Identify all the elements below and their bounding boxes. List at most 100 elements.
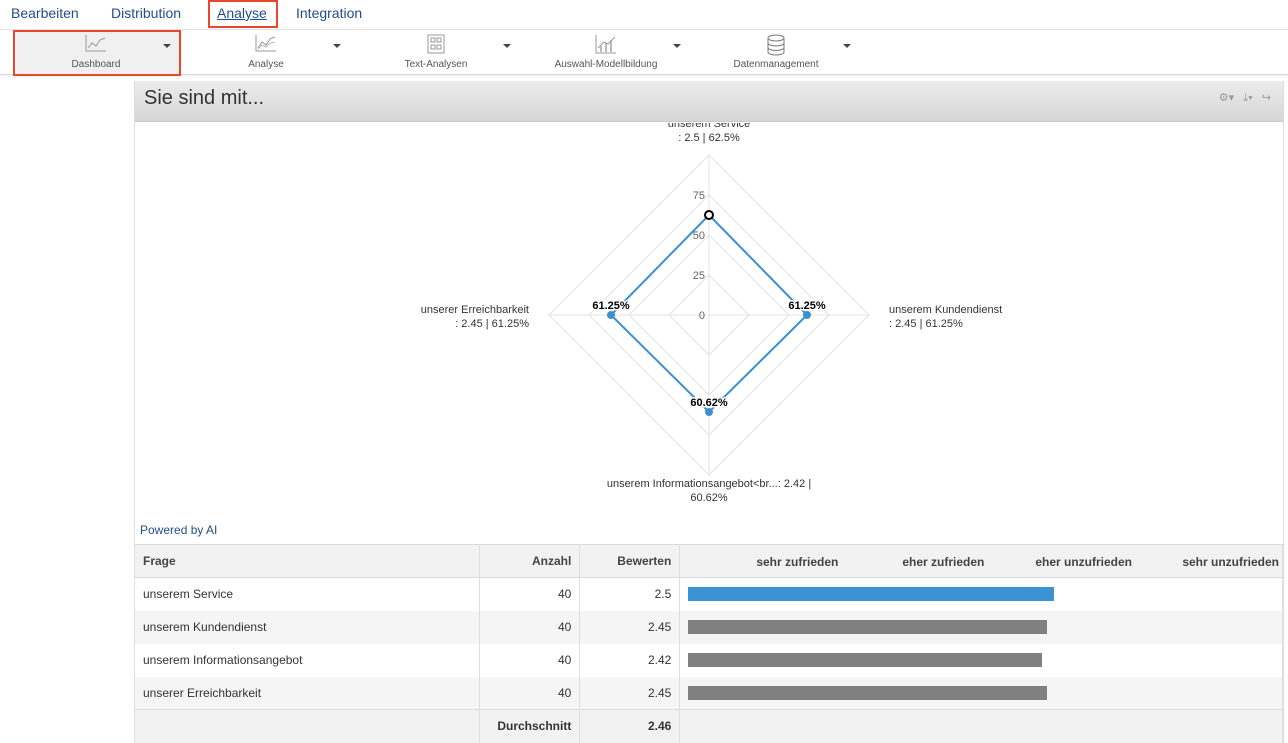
panel-header-actions: ⚙▾ ⤓▾ ↪	[1213, 91, 1271, 105]
cell-anzahl: 40	[479, 643, 581, 677]
toolbar-auswahl-modellbildung[interactable]: Auswahl-Modellbildung	[526, 30, 686, 74]
radar-axis-labels: unserem Service : 2.5 | 62.5% unserem Kund…	[421, 123, 1002, 504]
cell-bar	[679, 676, 1283, 710]
cell-bewerten: 2.42	[579, 643, 681, 677]
toolbar-text-analysen[interactable]: Text-Analysen	[356, 30, 516, 74]
top-menu-bar: Bearbeiten Distribution Analyse Integrat…	[0, 0, 1288, 30]
radar-series	[607, 210, 811, 416]
results-table: Frage Anzahl Bewerten sehr zufrieden ehe…	[135, 544, 1283, 743]
rating-bar	[688, 652, 1043, 667]
tick-label: 0	[699, 310, 705, 322]
footer-label: Durchschnitt	[479, 709, 581, 743]
menu-distribution[interactable]: Distribution	[111, 5, 182, 21]
axis-label-value: : 2.45 | 61.25%	[889, 318, 963, 330]
rating-bar	[688, 587, 1054, 601]
cell-anzahl: 40	[479, 610, 581, 644]
cell-bewerten: 2.45	[579, 610, 681, 644]
data-label: 61.25%	[592, 300, 630, 312]
header-frage[interactable]: Frage	[135, 544, 481, 578]
tick-label: 50	[693, 230, 705, 242]
toolbar-analyse[interactable]: Analyse	[186, 30, 346, 74]
toolbar-datenmanagement[interactable]: Datenmanagement	[696, 30, 856, 74]
scale-label-sehr-zufrieden: sehr zufrieden	[756, 555, 839, 569]
toolbar-dashboard-label: Dashboard	[71, 59, 121, 70]
share-icon[interactable]: ↪	[1261, 92, 1271, 104]
radar-grid	[548, 154, 870, 476]
table-header-row: Frage Anzahl Bewerten sehr zufrieden ehe…	[135, 544, 1283, 578]
chevron-down-icon[interactable]	[843, 44, 851, 48]
chevron-down-icon[interactable]	[503, 44, 511, 48]
cell-frage: unserem Kundendienst	[135, 610, 481, 644]
footer-empty	[135, 709, 481, 743]
settings-gear-icon[interactable]: ⚙▾	[1218, 92, 1235, 104]
header-anzahl[interactable]: Anzahl	[479, 544, 581, 578]
axis-label: unserem Kundendienst	[889, 304, 1002, 316]
data-point	[607, 311, 615, 319]
panel-header: Sie sind mit... ⚙▾ ⤓▾ ↪	[135, 81, 1283, 122]
scale-label-sehr-unzufrieden: sehr unzufrieden	[1182, 555, 1279, 569]
toolbar-auswahl-modellbildung-label: Auswahl-Modellbildung	[554, 59, 658, 70]
download-icon[interactable]: ⤓▾	[1243, 92, 1253, 104]
line-chart-icon	[16, 34, 176, 57]
radar-tick-labels: 0 25 50 75	[693, 190, 705, 322]
axis-label-value: 60.62%	[690, 492, 728, 504]
scale-label-eher-zufrieden: eher zufrieden	[902, 555, 985, 569]
toolbar-text-analysen-label: Text-Analysen	[404, 59, 468, 70]
table-row[interactable]: unserer Erreichbarkeit 40 2.45	[135, 676, 1283, 710]
data-point	[705, 407, 713, 416]
chevron-down-icon[interactable]	[333, 44, 341, 48]
chevron-down-icon[interactable]	[673, 44, 681, 48]
menu-bearbeiten[interactable]: Bearbeiten	[11, 5, 79, 21]
footer-bar-empty	[679, 709, 1283, 743]
chevron-down-icon[interactable]	[163, 44, 171, 48]
cell-frage: unserem Service	[135, 577, 481, 611]
rating-bar	[688, 685, 1047, 700]
radar-data-labels: 61.25% 60.62% 61.25%	[591, 299, 828, 411]
cell-bewerten: 2.45	[579, 676, 681, 710]
cell-frage: unserer Erreichbarkeit	[135, 676, 481, 710]
cell-frage: unserem Informationsangebot	[135, 643, 481, 677]
cell-bar	[679, 577, 1283, 611]
toolbar-datenmanagement-label: Datenmanagement	[733, 59, 819, 70]
axis-label: unserem Service	[668, 123, 751, 130]
panel-title: Sie sind mit...	[144, 87, 265, 109]
highlight-frame-dashboard	[13, 30, 181, 76]
area-chart-icon	[186, 34, 346, 57]
data-point-hovered	[704, 210, 714, 220]
cell-bar	[679, 643, 1283, 677]
cell-bar	[679, 610, 1283, 644]
ribbon-toolbar: Dashboard Analyse Text-Analysen Auswahl-…	[0, 30, 1288, 76]
model-chart-icon	[526, 34, 686, 59]
data-point	[803, 311, 811, 319]
highlight-frame-analyse	[208, 0, 278, 28]
toolbar-analyse-label: Analyse	[248, 59, 284, 70]
header-scale: sehr zufrieden eher zufrieden eher unzuf…	[679, 544, 1283, 578]
cell-anzahl: 40	[479, 577, 581, 611]
cell-bewerten: 2.5	[579, 577, 681, 611]
data-label: 61.25%	[788, 300, 826, 312]
tick-label: 25	[693, 270, 705, 282]
scale-label-eher-unzufrieden: eher unzufrieden	[1035, 555, 1132, 569]
table-row[interactable]: unserem Informationsangebot 40 2.42	[135, 643, 1283, 677]
axis-label-value: : 2.5 | 62.5%	[678, 132, 740, 144]
tick-label: 75	[693, 190, 705, 202]
toolbar-dashboard[interactable]: Dashboard	[16, 30, 180, 74]
database-icon	[696, 34, 856, 61]
powered-by-link[interactable]: Powered by AI	[140, 523, 218, 537]
rating-bar	[688, 619, 1047, 634]
axis-label: unserem Informationsangebot<br...: 2.42 …	[607, 478, 811, 490]
menu-integration[interactable]: Integration	[296, 5, 363, 21]
text-analysis-icon	[356, 34, 516, 59]
header-bewerten[interactable]: Bewerten	[579, 544, 681, 578]
axis-label-value: : 2.45 | 61.25%	[455, 318, 529, 330]
axis-label: unserer Erreichbarkeit	[421, 304, 529, 316]
chart-panel: Sie sind mit... ⚙▾ ⤓▾ ↪ 0 25 50 75 unserem …	[134, 81, 1284, 743]
table-footer-row: Durchschnitt 2.46	[135, 709, 1283, 743]
data-label: 60.62%	[690, 397, 728, 409]
table-row[interactable]: unserem Kundendienst 40 2.45	[135, 610, 1283, 644]
table-row[interactable]: unserem Service 40 2.5	[135, 577, 1283, 611]
footer-value: 2.46	[579, 709, 681, 743]
cell-anzahl: 40	[479, 676, 581, 710]
menu-analyse[interactable]: Analyse	[217, 5, 267, 21]
